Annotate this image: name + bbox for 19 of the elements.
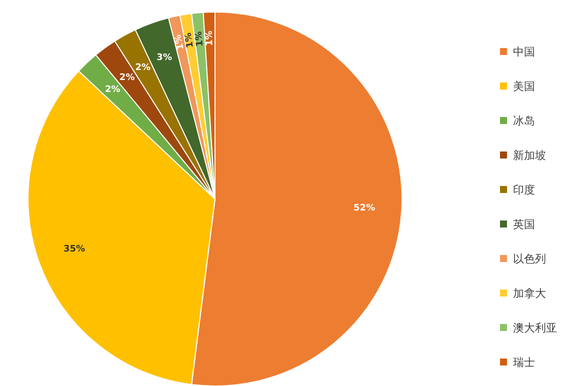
data-label: 1% [204,30,216,46]
legend-label: 新加坡 [513,149,546,162]
data-label: 2% [119,72,135,83]
data-label: 1% [194,30,206,47]
data-label: 2% [135,62,151,73]
data-label: 35% [63,244,86,255]
data-label: 2% [104,84,120,95]
legend-label: 以色列 [513,252,546,266]
data-label: 1% [184,32,196,48]
legend-label: 印度 [513,184,535,196]
legend-label: 加拿大 [513,287,546,300]
legend-label: 冰岛 [513,114,535,128]
legend-label: 澳大利亚 [513,322,557,334]
legend-label: 英国 [513,218,535,231]
legend-label: 瑞士 [513,356,535,369]
legend-label: 中国 [513,46,535,58]
data-label: 52% [354,203,376,214]
legend-label: 美国 [513,80,535,93]
data-label: 3% [156,53,172,64]
